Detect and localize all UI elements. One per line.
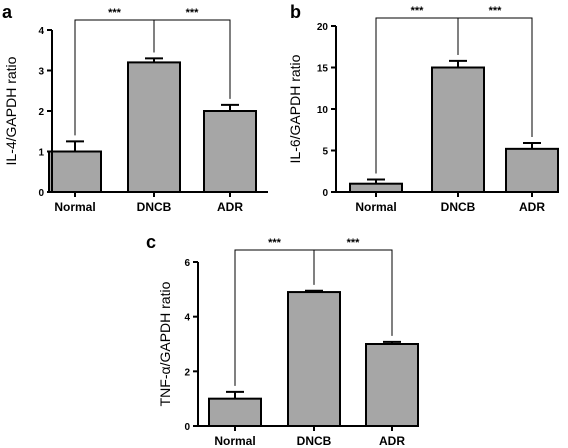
significance-label: *** xyxy=(186,7,200,19)
y-tick-label: 2 xyxy=(38,107,44,118)
bar xyxy=(203,110,257,193)
x-tick-label: DNCB xyxy=(297,434,332,448)
panel-label: b xyxy=(290,2,301,22)
y-tick-label: 20 xyxy=(317,22,329,33)
bar xyxy=(365,343,419,427)
bar xyxy=(48,150,102,193)
bar xyxy=(208,397,262,427)
x-tick-label: Normal xyxy=(54,200,95,214)
y-tick-label: 0 xyxy=(38,188,44,199)
x-tick-label: DNCB xyxy=(441,200,476,214)
bar xyxy=(287,291,341,428)
panel-label: a xyxy=(2,2,13,22)
significance-bracket xyxy=(457,17,533,138)
y-axis-label: IL-6/GAPDH ratio xyxy=(287,54,303,163)
y-tick-label: 0 xyxy=(184,422,190,433)
y-tick-label: 0 xyxy=(322,188,328,199)
y-tick-label: 15 xyxy=(317,64,329,75)
y-tick-label: 1 xyxy=(38,148,44,159)
chart-panel-b: b 0 5 10 15 20 Normal DNCB ADR IL-6/GAPDH ratio **… xyxy=(287,2,559,214)
y-tick-label: 5 xyxy=(322,147,328,158)
bar xyxy=(431,66,485,193)
y-tick-label: 4 xyxy=(184,313,190,324)
x-tick-label: ADR xyxy=(519,200,545,214)
y-tick-label: 4 xyxy=(38,26,44,37)
y-tick-label: 2 xyxy=(184,367,190,378)
bar xyxy=(505,147,559,193)
significance-bracket xyxy=(313,249,393,336)
panel-label: c xyxy=(146,232,156,252)
significance-label: *** xyxy=(411,5,425,17)
significance-label: *** xyxy=(268,237,282,249)
x-tick-label: Normal xyxy=(214,434,255,448)
significance-bracket xyxy=(153,19,231,99)
x-tick-label: Normal xyxy=(355,200,396,214)
chart-panel-a: a 0 1 2 3 4 Normal DNCB ADR IL-4/GAPDH ratio *** **… xyxy=(2,2,268,214)
y-tick-label: 6 xyxy=(184,258,190,269)
y-axis-label: IL-4/GAPDH ratio xyxy=(3,56,19,165)
x-tick-label: DNCB xyxy=(137,200,172,214)
significance-label: *** xyxy=(108,7,122,19)
y-axis-label: TNF-α/GAPDH ratio xyxy=(157,281,173,406)
y-tick-label: 10 xyxy=(317,105,329,116)
x-tick-label: ADR xyxy=(379,434,405,448)
chart-panel-c: c 0 2 4 6 Normal DNCB ADR TNF-α/GAPDH ratio *** **… xyxy=(146,232,419,448)
bar xyxy=(127,61,181,194)
bar xyxy=(349,182,403,193)
significance-label: *** xyxy=(489,5,503,17)
x-tick-label: ADR xyxy=(217,200,243,214)
y-tick-label: 3 xyxy=(38,67,44,78)
significance-label: *** xyxy=(347,237,361,249)
